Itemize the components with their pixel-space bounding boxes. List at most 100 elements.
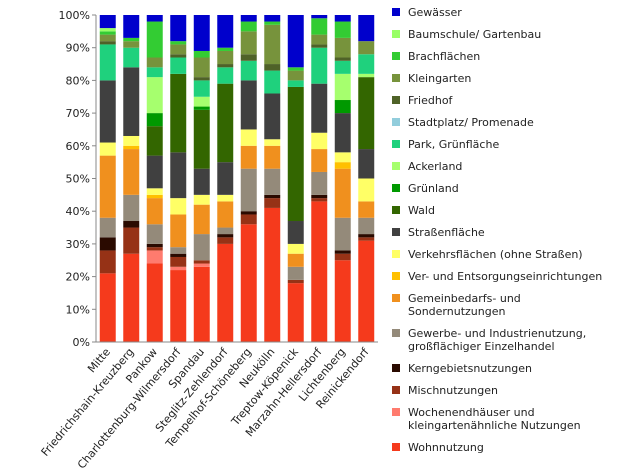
bar-segment xyxy=(217,234,234,238)
bar-segment xyxy=(217,237,234,244)
bar-segment xyxy=(146,198,163,225)
bar-segment xyxy=(146,113,163,127)
bar-segment xyxy=(264,207,281,342)
bar-segment xyxy=(287,283,304,342)
bar-segment xyxy=(264,198,281,208)
bar-segment xyxy=(264,139,281,146)
bar-segment xyxy=(170,15,187,42)
bar-segment xyxy=(311,44,328,48)
bar-segment xyxy=(170,266,187,271)
legend-item: Wald xyxy=(392,204,614,217)
bar-segment xyxy=(334,73,351,101)
bar-segment xyxy=(123,15,140,38)
legend-item: Ver- und Entsorgungseinrichtungen xyxy=(392,270,614,283)
bar-segment xyxy=(240,31,257,55)
bar-segment xyxy=(99,28,116,32)
legend-item: Brachflächen xyxy=(392,50,614,63)
legend-label: Gewerbe- und Industrienutzung, großfläch… xyxy=(408,327,587,353)
bar-segment xyxy=(358,73,375,78)
bar-segment xyxy=(358,178,375,202)
bar-segment xyxy=(217,15,234,48)
bar-segment xyxy=(99,15,116,29)
legend-swatch xyxy=(392,443,400,451)
legend-label: Ver- und Entsorgungseinrichtungen xyxy=(408,270,603,283)
legend-label: Ackerland xyxy=(408,160,463,173)
legend-item: Verkehrsflächen (ohne Straßen) xyxy=(392,248,614,261)
bar-segment xyxy=(217,50,234,65)
bar-segment xyxy=(99,34,116,42)
legend-swatch xyxy=(392,329,400,337)
bar-segment xyxy=(217,201,234,228)
bar-segment xyxy=(193,57,210,78)
bar-segment xyxy=(334,21,351,38)
bar-segment xyxy=(334,100,351,114)
bar-segment xyxy=(193,106,210,110)
bar-segment xyxy=(240,15,257,22)
bar-segment xyxy=(146,57,163,68)
bar-segment xyxy=(193,260,210,264)
bar-segment xyxy=(264,168,281,195)
bar-segment xyxy=(146,247,163,251)
legend-item: Stadtplatz/ Promenade xyxy=(392,116,614,129)
bar-segment xyxy=(123,227,140,254)
y-tick-label: 10% xyxy=(66,303,90,316)
legend-item: Gemeinbedarfs- und Sondernutzungen xyxy=(392,292,614,318)
bar-segment xyxy=(123,41,140,48)
bar-segment xyxy=(240,129,257,146)
bar-segment xyxy=(311,83,328,133)
legend-label: Gemeinbedarfs- und Sondernutzungen xyxy=(408,292,521,318)
bar-segment xyxy=(287,67,304,71)
legend-item: Gewerbe- und Industrienutzung, großfläch… xyxy=(392,327,614,353)
bar-segment xyxy=(264,64,281,71)
legend-swatch xyxy=(392,52,400,60)
legend-label: Wald xyxy=(408,204,435,217)
bar-segment xyxy=(193,234,210,261)
bar-segment xyxy=(193,168,210,195)
bar-segment xyxy=(99,217,116,238)
legend-swatch xyxy=(392,162,400,170)
bar-segment xyxy=(264,194,281,199)
bar-segment xyxy=(193,266,210,342)
bar-segment xyxy=(99,80,116,143)
legend-swatch xyxy=(392,30,400,38)
bar-segment xyxy=(99,44,116,81)
bar-segment xyxy=(99,273,116,342)
bar-segment xyxy=(217,64,234,68)
bar-segment xyxy=(193,194,210,205)
legend-label: Kleingarten xyxy=(408,72,472,85)
bar-segment xyxy=(240,145,257,169)
legend-swatch xyxy=(392,140,400,148)
bar-segment xyxy=(311,34,328,45)
legend-label: Brachflächen xyxy=(408,50,481,63)
legend-item: Grünland xyxy=(392,182,614,195)
bar-segment xyxy=(146,194,163,199)
bar-segment xyxy=(287,80,304,87)
y-tick-label: 60% xyxy=(66,140,90,153)
bar-segment xyxy=(123,47,140,68)
bar-segment xyxy=(123,149,140,195)
legend: Gewässer Baumschule/ Gartenbau Brachfläche… xyxy=(392,6,614,463)
y-tick-label: 40% xyxy=(66,205,90,218)
bar-segment xyxy=(334,57,351,61)
bar-segment xyxy=(358,77,375,150)
legend-swatch xyxy=(392,386,400,394)
legend-item: Kleingarten xyxy=(392,72,614,85)
bar-segment xyxy=(217,227,234,235)
bar-segment xyxy=(146,243,163,248)
bar-segment xyxy=(287,70,304,81)
legend-label: Verkehrsflächen (ohne Straßen) xyxy=(408,248,583,261)
bar-segment xyxy=(358,237,375,241)
bar-segment xyxy=(287,221,304,244)
bar-segment xyxy=(264,93,281,140)
bar-segment xyxy=(99,237,116,251)
bar-segment xyxy=(334,152,351,163)
bar-segment xyxy=(99,142,116,156)
bar-segment xyxy=(358,54,375,74)
bar-segment xyxy=(193,77,210,81)
bar-segment xyxy=(123,221,140,228)
bar-segment xyxy=(358,149,375,179)
legend-label: Mischnutzungen xyxy=(408,384,498,397)
legend-item: Baumschule/ Gartenbau xyxy=(392,28,614,41)
legend-swatch xyxy=(392,250,400,258)
bar-segment xyxy=(311,171,328,195)
